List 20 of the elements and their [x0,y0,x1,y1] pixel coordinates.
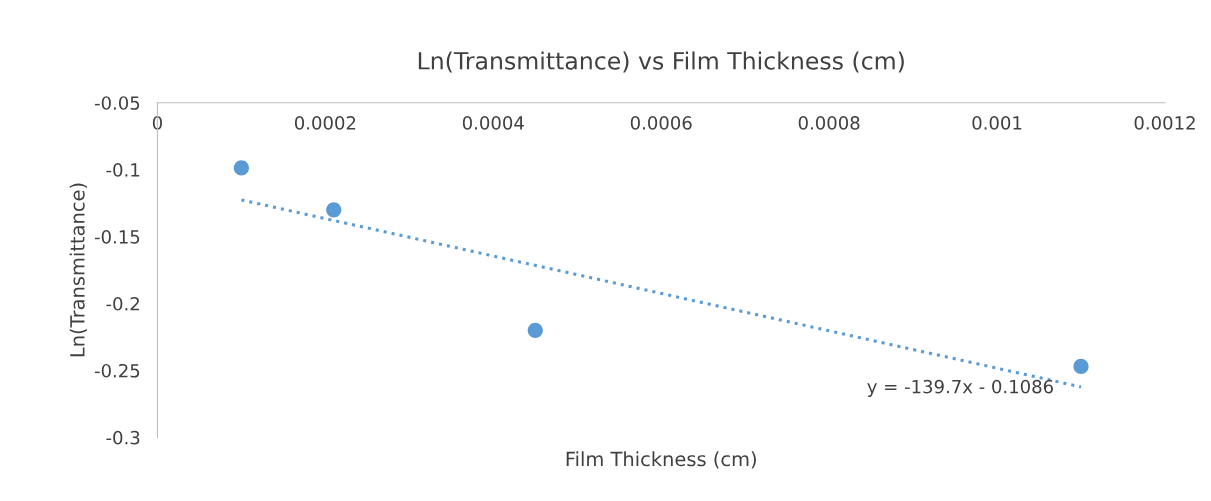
annotation: y = -139.7x - 0.1086 [867,379,1053,397]
x-axis-title: Film Thickness (cm) [566,451,756,469]
point [326,202,342,218]
x-tick-label: 0.0008 [798,116,860,130]
point [527,322,543,338]
chart-title: Ln(Transmittance) vs Film Thickness (cm) [418,51,904,73]
y-tick-label: -0.1 [106,163,140,177]
point [1073,358,1089,375]
x-tick-label: 0.0002 [294,116,356,130]
x-tick-label: 0.001 [972,116,1022,130]
y-tick-label: -0.3 [106,430,140,445]
point [233,160,249,176]
y-tick-label: -0.05 [94,96,140,110]
y-tick-label: -0.25 [94,363,140,378]
x-tick-label: 0.0012 [1134,116,1195,130]
y-axis-title: Ln(Transmittance) [69,183,88,357]
y-tick-label: -0.2 [106,296,139,311]
y-tick-label: -0.15 [94,230,140,244]
x-tick-label: 0.0004 [462,116,524,130]
x-tick-label: 0.0006 [630,116,692,130]
